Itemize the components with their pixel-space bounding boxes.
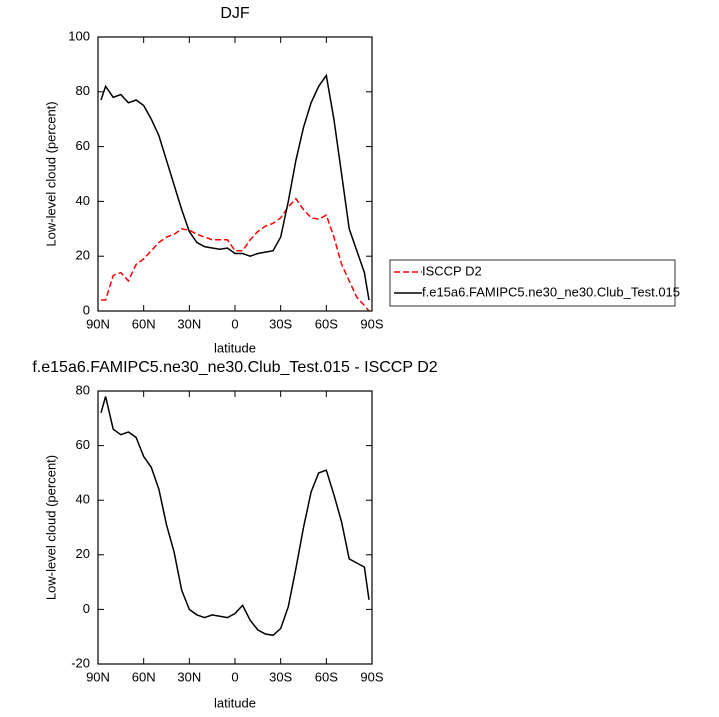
y-tick-label: 40 [76, 193, 90, 208]
x-tick-label: 30S [269, 669, 292, 684]
data-line [100, 396, 370, 637]
x-tick-label: 30N [177, 316, 201, 331]
y-tick-label: 0 [83, 601, 90, 616]
y-tick-label: -20 [71, 655, 90, 670]
y-tick-label: 80 [76, 83, 90, 98]
x-tick-label: 30N [177, 669, 201, 684]
x-tick-label: 90N [86, 316, 110, 331]
y-axis-label: Low-level cloud (percent) [43, 101, 58, 246]
x-tick-label: 0 [231, 316, 238, 331]
data-line [100, 73, 370, 301]
chart-title: DJF [220, 5, 250, 22]
y-tick-label: 80 [76, 382, 90, 397]
x-tick-label: 60S [315, 316, 338, 331]
legend-label: f.e15a6.FAMIPC5.ne30_ne30.Club_Test.015 [422, 284, 680, 299]
legend-label: ISCCP D2 [422, 263, 482, 278]
y-tick-label: 100 [68, 28, 90, 43]
x-tick-label: 90S [360, 316, 383, 331]
x-tick-label: 60S [315, 669, 338, 684]
x-axis-label: latitude [214, 695, 256, 710]
x-tick-label: 30S [269, 316, 292, 331]
y-tick-label: 60 [76, 437, 90, 452]
x-tick-label: 0 [231, 669, 238, 684]
x-tick-label: 90N [86, 669, 110, 684]
legend-box [389, 259, 676, 307]
x-tick-label: 90S [360, 669, 383, 684]
chart-title: f.e15a6.FAMIPC5.ne30_ne30.Club_Test.015 … [32, 359, 437, 376]
y-tick-label: 20 [76, 546, 90, 561]
data-line [101, 197, 370, 312]
y-tick-label: 60 [76, 138, 90, 153]
x-axis-label: latitude [214, 340, 256, 355]
y-axis-label: Low-level cloud (percent) [43, 455, 58, 600]
x-tick-label: 60N [132, 316, 156, 331]
plot-frame [97, 36, 373, 312]
y-tick-label: 20 [76, 248, 90, 263]
y-tick-label: 40 [76, 492, 90, 507]
plot-frame [97, 390, 373, 665]
y-tick-label: 0 [83, 302, 90, 317]
x-tick-label: 60N [132, 669, 156, 684]
